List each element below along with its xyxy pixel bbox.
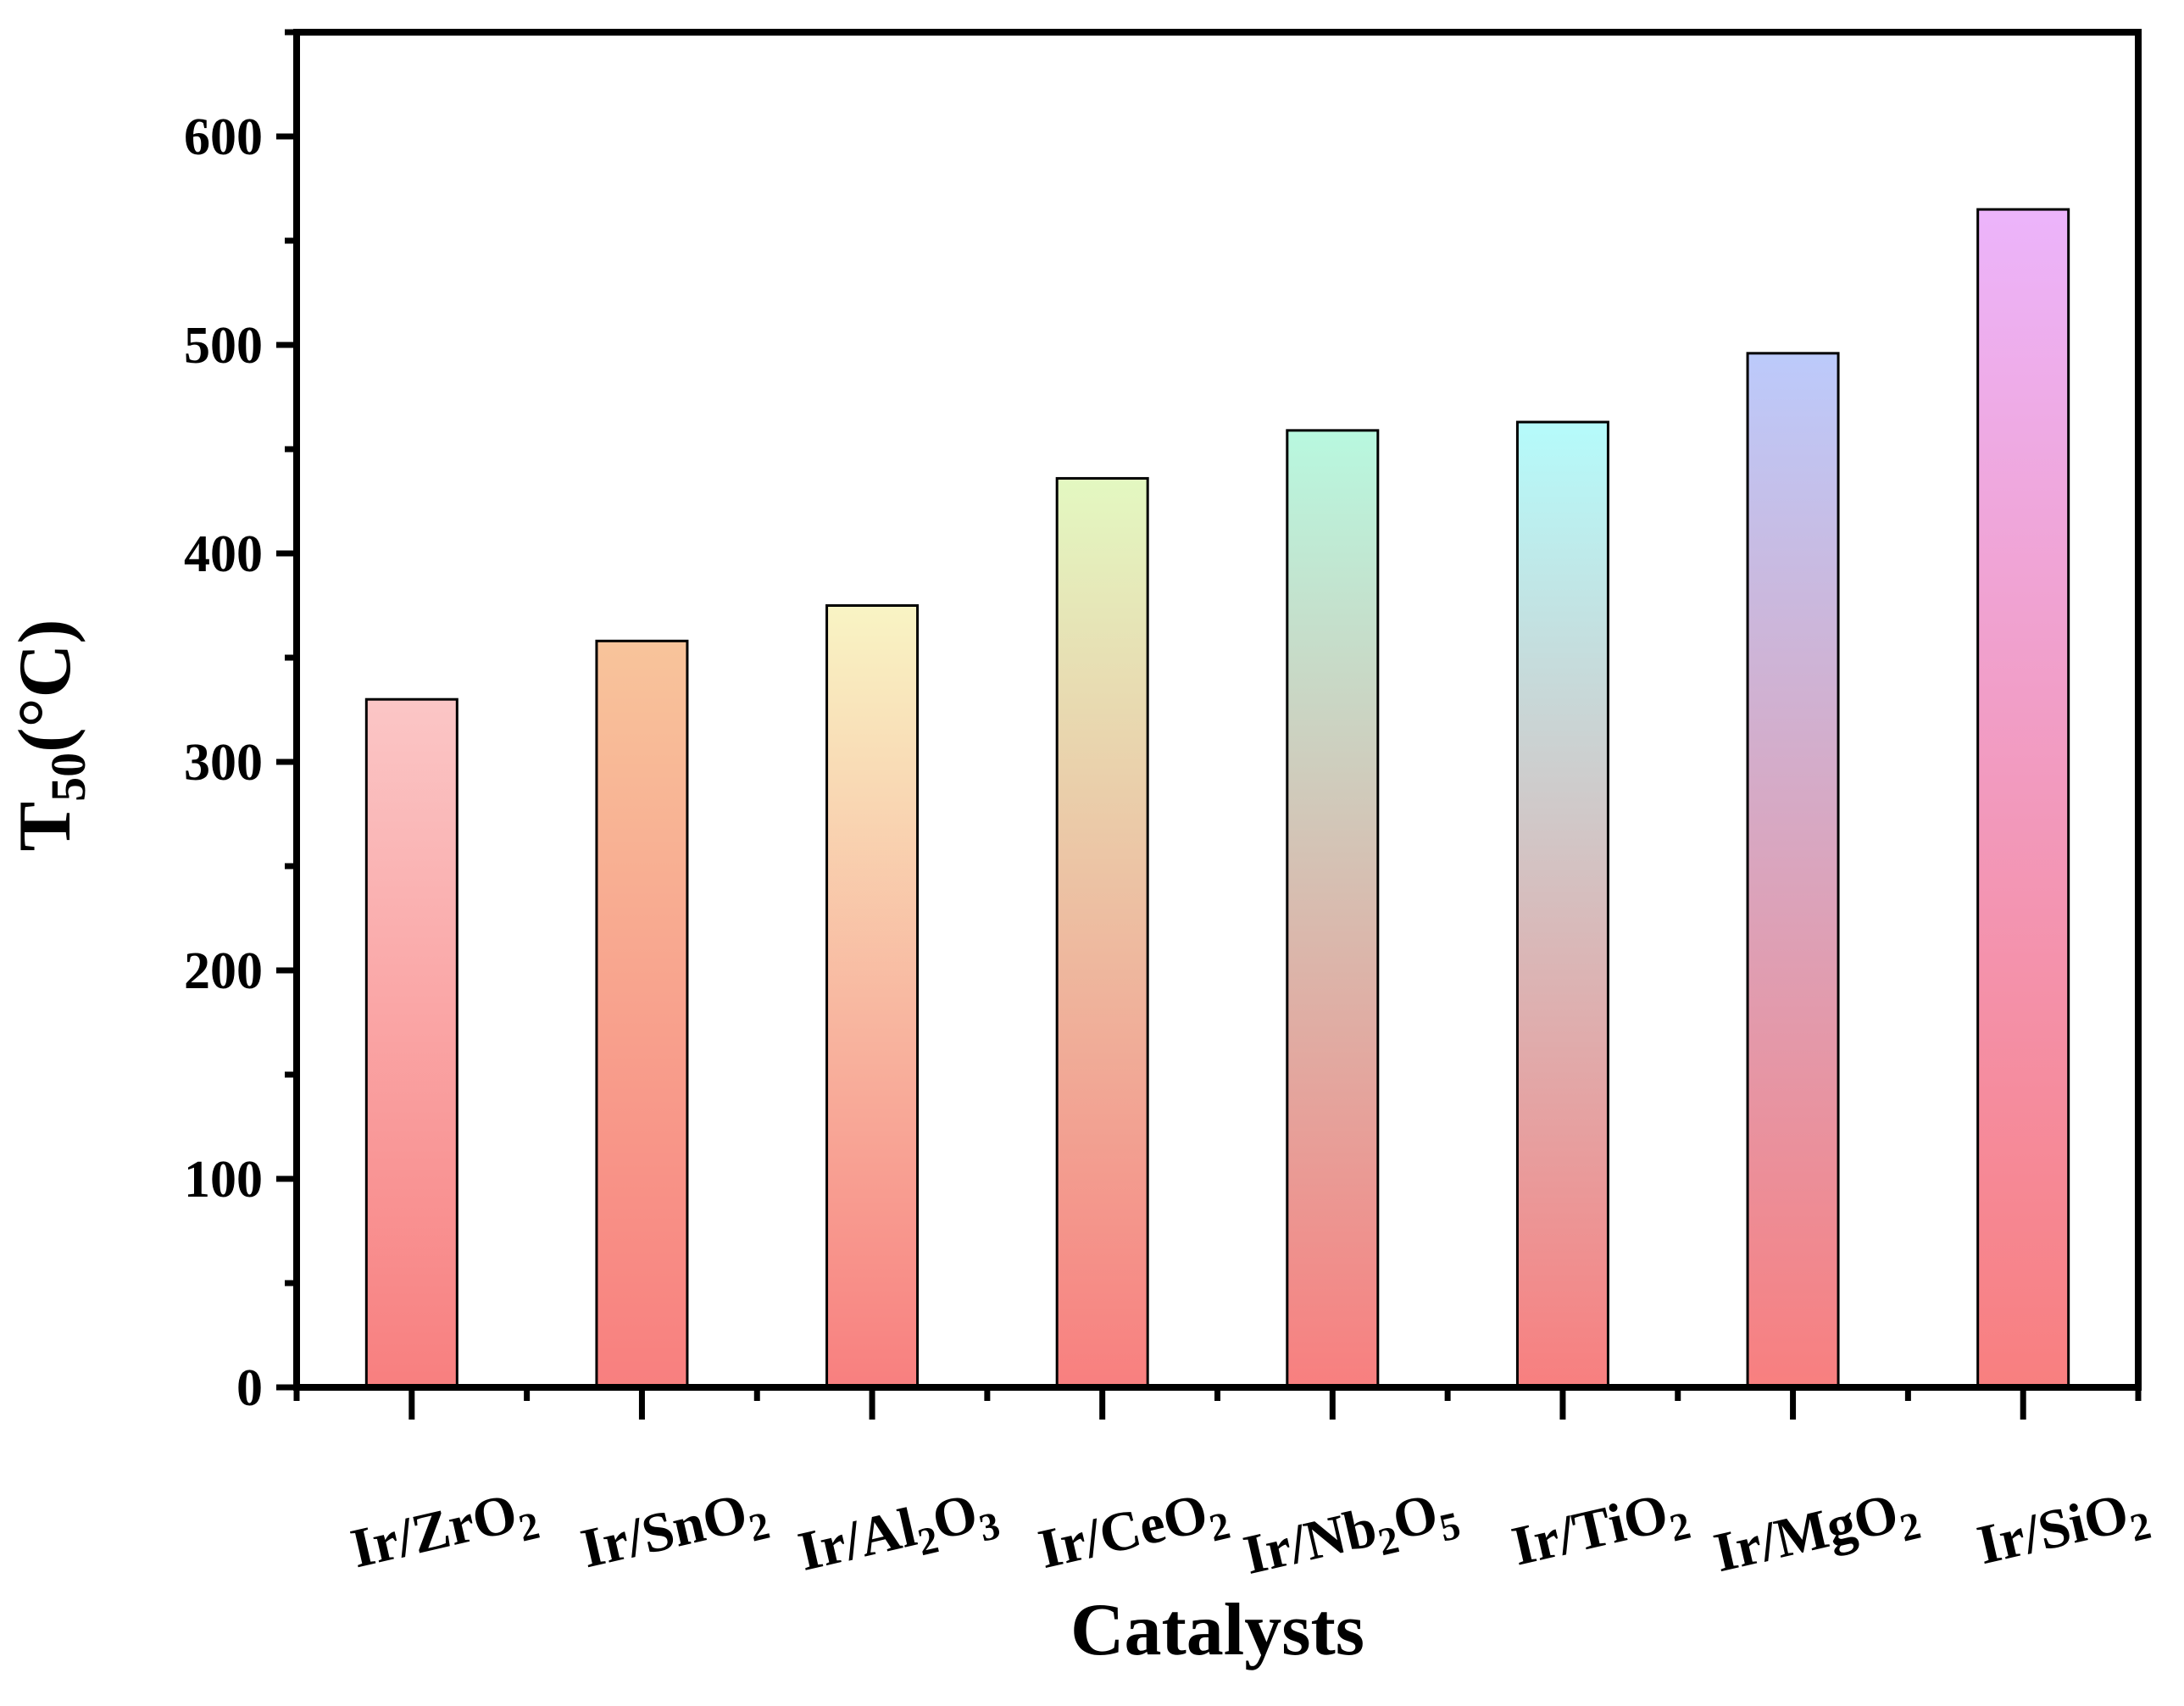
y-axis-title-unit: (°C) xyxy=(4,619,86,752)
plot-frame xyxy=(293,29,2142,1391)
x-tick-label: Ir/SnO2 xyxy=(575,1477,774,1587)
bar-0 xyxy=(364,697,458,1389)
x-tick-label: Ir/Nb2O5 xyxy=(1238,1477,1464,1593)
x-tick-label: Ir/CeO2 xyxy=(1033,1477,1234,1587)
y-axis-ticks: 0 100 200 300 400 500 600 xyxy=(184,29,297,1417)
bar-5 xyxy=(1515,420,1609,1389)
x-tick-label: Ir/Al2O3 xyxy=(792,1477,1003,1590)
bars-group xyxy=(364,208,2070,1389)
y-tick-label: 400 xyxy=(184,525,263,583)
bar-6 xyxy=(1746,352,1840,1389)
bar-3 xyxy=(1055,476,1149,1389)
y-axis-title-base: T xyxy=(4,802,86,852)
x-tick-label: Ir/SiO2 xyxy=(1972,1477,2155,1583)
x-axis-ticks xyxy=(293,1387,2142,1420)
y-tick-label: 200 xyxy=(184,942,263,1000)
x-tick-label: Ir/MgO2 xyxy=(1709,1477,1925,1592)
y-tick-label: 100 xyxy=(184,1151,263,1209)
bar-7 xyxy=(1976,208,2070,1389)
y-tick-label: 300 xyxy=(184,734,263,792)
x-tick-label: Ir/TiO2 xyxy=(1506,1477,1694,1585)
y-tick-label: 500 xyxy=(184,317,263,375)
y-axis-title-sub: 50 xyxy=(41,753,96,802)
x-tick-labels: Ir/ZrO2 Ir/SnO2 Ir/Al2O3 Ir/CeO2 Ir/Nb2O5 Ir/… xyxy=(345,1477,2155,1593)
bar-4 xyxy=(1286,429,1380,1389)
bar-1 xyxy=(595,639,689,1389)
y-axis-title: T50(°C) xyxy=(4,619,96,851)
bar-2 xyxy=(825,604,920,1389)
y-tick-label: 600 xyxy=(184,108,263,166)
x-axis-title: Catalysts xyxy=(1070,1589,1364,1671)
x-tick-label: Ir/ZrO2 xyxy=(345,1477,543,1587)
y-tick-label: 0 xyxy=(236,1359,263,1417)
